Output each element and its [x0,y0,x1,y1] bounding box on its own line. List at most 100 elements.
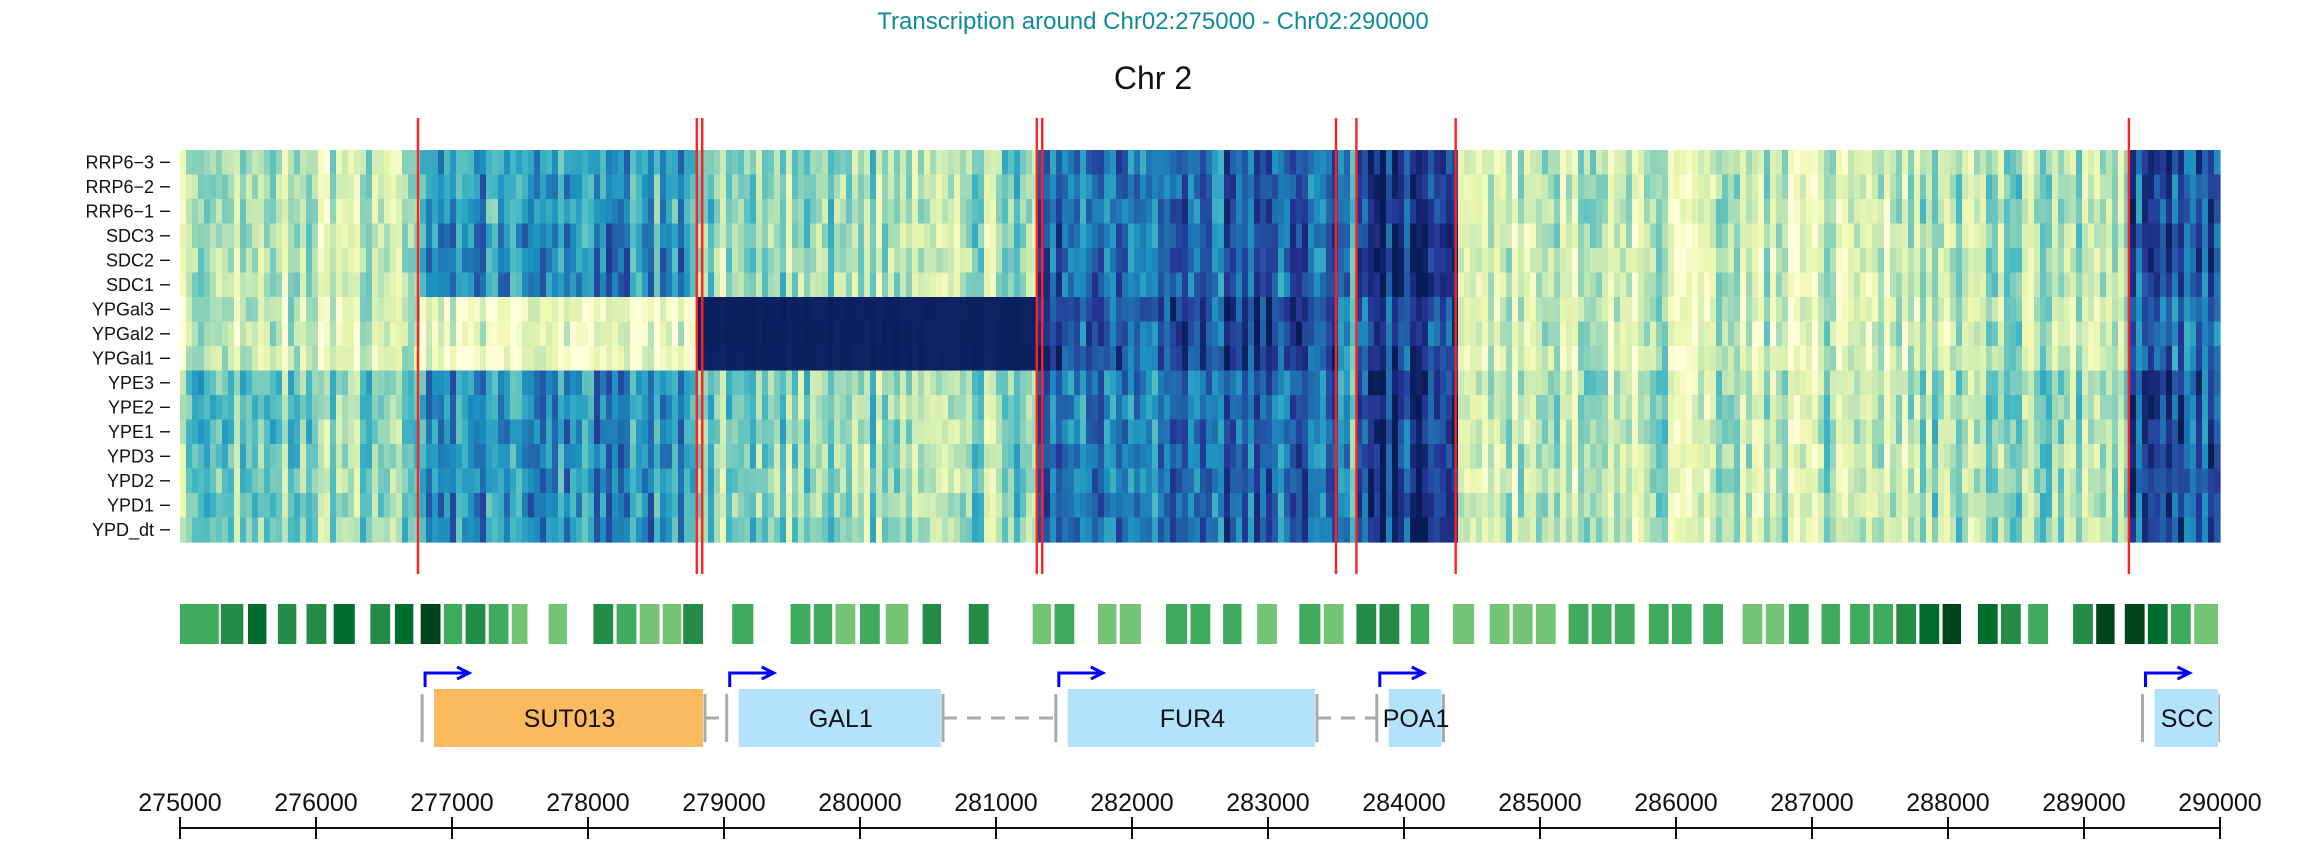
heatmap-cell [1224,444,1231,470]
heatmap-cell [1380,223,1387,249]
heatmap-cell [720,199,727,225]
heatmap-cell [1578,199,1585,225]
heatmap-cell [570,493,577,519]
heatmap-cell [936,223,943,249]
heatmap-cell [306,248,313,274]
heatmap-cell [246,223,253,249]
heatmap-cell [2130,346,2137,372]
heatmap-cell [1812,419,1819,445]
heatmap-cell [1968,321,1975,347]
heatmap-cell [2100,321,2107,347]
heatmap-cell [1764,346,1771,372]
heatmap-cell [1362,493,1369,519]
heatmap-cell [966,174,973,200]
heatmap-cell [198,346,205,372]
heatmap-cell [1242,174,1249,200]
heatmap-cell [1752,272,1759,298]
heatmap-cell [672,321,679,347]
heatmap-cell [1518,223,1525,249]
heatmap-cell [1602,444,1609,470]
heatmap-cell [1122,370,1129,396]
heatmap-cell [1950,444,1957,470]
heatmap-cell [1356,150,1363,176]
heatmap-cell [1116,174,1123,200]
heatmap-cell [654,346,661,372]
heatmap-cell [1728,174,1735,200]
heatmap-cell [558,468,565,494]
heatmap-cell [1008,493,1015,519]
heatmap-cell [1260,199,1267,225]
heatmap-cell [198,493,205,519]
heatmap-cell [318,199,325,225]
heatmap-cell [1740,395,1747,421]
heatmap-cell [816,297,823,323]
heatmap-cell [2208,199,2215,225]
heatmap-cell [1476,199,1483,225]
heatmap-cell [1422,272,1429,298]
heatmap-cell [342,346,349,372]
heatmap-cell [1560,199,1567,225]
heatmap-cell [960,468,967,494]
heatmap-cell [972,174,979,200]
heatmap-cell [1476,370,1483,396]
heatmap-cell [708,272,715,298]
heatmap-cell [300,468,307,494]
heatmap-cell [1284,321,1291,347]
heatmap-cell [1320,199,1327,225]
heatmap-cell [2070,199,2077,225]
heatmap-cell [498,150,505,176]
heatmap-cell [1560,321,1567,347]
heatmap-cell [1950,174,1957,200]
heatmap-cell [1692,395,1699,421]
heatmap-cell [2052,174,2059,200]
heatmap-cell [552,297,559,323]
heatmap-cell [582,199,589,225]
heatmap-cell [588,199,595,225]
heatmap-cell [1740,321,1747,347]
heatmap-cell [1494,272,1501,298]
heatmap-cell [1656,370,1663,396]
heatmap-cell [1968,346,1975,372]
heatmap-cell [1086,493,1093,519]
heatmap-cell [264,223,271,249]
heatmap-cell [870,493,877,519]
heatmap-cell [1362,346,1369,372]
heatmap-cell [1680,174,1687,200]
heatmap-cell [1806,395,1813,421]
heatmap-cell [1578,150,1585,176]
heatmap-cell [1512,199,1519,225]
heatmap-cell [1608,174,1615,200]
heatmap-cell [1410,297,1417,323]
heatmap-cell [1548,346,1555,372]
heatmap-cell [384,272,391,298]
heatmap-cell [822,419,829,445]
heatmap-cell [1248,370,1255,396]
heatmap-cell [360,150,367,176]
heatmap-cell [2082,444,2089,470]
heatmap-cell [450,370,457,396]
heatmap-cell [846,199,853,225]
heatmap-cell [708,297,715,323]
heatmap-cell [342,419,349,445]
heatmap-cell [1758,468,1765,494]
heatmap-cell [1470,370,1477,396]
heatmap-cell [2070,346,2077,372]
heatmap-cell [1764,419,1771,445]
heatmap-cell [1902,248,1909,274]
heatmap-cell [906,248,913,274]
heatmap-cell [2142,419,2149,445]
heatmap-cell [1410,199,1417,225]
heatmap-cell [1524,321,1531,347]
heatmap-cell [606,444,613,470]
heatmap-cell [252,248,259,274]
heatmap-cell [2100,150,2107,176]
heatmap-cell [1722,199,1729,225]
heatmap-cell [294,199,301,225]
heatmap-cell [1416,346,1423,372]
heatmap-cell [1350,199,1357,225]
heatmap-cell [1386,370,1393,396]
heatmap-cell [1266,321,1273,347]
heatmap-cell [534,199,541,225]
heatmap-cell [1068,248,1075,274]
heatmap-cell [1200,321,1207,347]
